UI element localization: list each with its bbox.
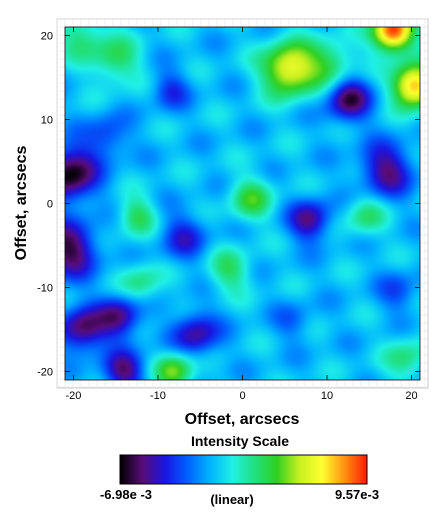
axis-ticks: -20 -10 0 10 20 -20 -10 0 10 20	[37, 27, 420, 402]
colorbar-min-label: -6.98e -3	[100, 487, 152, 502]
y-tick-label: -20	[37, 367, 53, 379]
y-tick-label: 20	[41, 30, 53, 42]
y-axis-label: Offset, arcsecs	[13, 146, 30, 261]
y-tick-label: 10	[41, 114, 53, 126]
x-tick-label: 0	[239, 390, 245, 402]
x-axis-label: Offset, arcsecs	[185, 411, 300, 428]
colorbar-scale-label: (linear)	[210, 492, 253, 507]
heatmap-area	[65, 27, 420, 380]
colorbar	[119, 454, 368, 485]
y-tick-label: 0	[47, 199, 53, 211]
x-tick-label: 10	[321, 390, 333, 402]
x-tick-label: -20	[65, 390, 81, 402]
y-tick-label: -10	[37, 283, 53, 295]
heatmap-image	[65, 27, 420, 380]
x-tick-label: -10	[150, 390, 166, 402]
colorbar-max-label: 9.57e-3	[335, 487, 379, 502]
x-tick-label: 20	[405, 390, 417, 402]
colorbar-title: Intensity Scale	[191, 433, 289, 449]
